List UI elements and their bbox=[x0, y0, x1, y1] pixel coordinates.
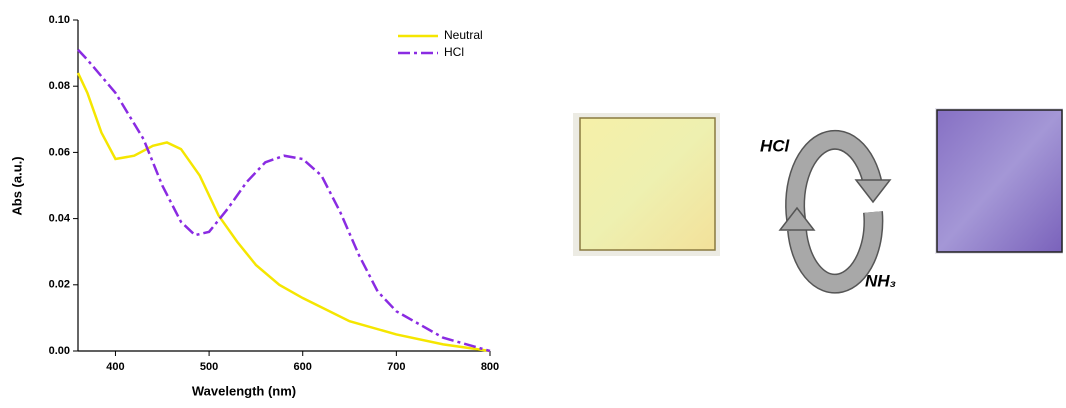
y-tick-label: 0.06 bbox=[49, 146, 70, 158]
neutral-film bbox=[579, 117, 716, 251]
y-tick-label: 0.02 bbox=[49, 279, 70, 291]
reverse-arrow bbox=[788, 211, 882, 293]
y-tick-label: 0.04 bbox=[49, 213, 71, 225]
x-tick-label: 600 bbox=[294, 361, 312, 373]
y-tick-label: 0.08 bbox=[49, 80, 70, 92]
x-tick-label: 700 bbox=[387, 361, 405, 373]
x-axis-label: Wavelength (nm) bbox=[192, 383, 296, 398]
forward-arrow bbox=[786, 131, 882, 227]
x-tick-label: 400 bbox=[106, 361, 124, 373]
forward-label: HCl bbox=[760, 136, 791, 155]
acid-film bbox=[936, 109, 1063, 253]
series-line bbox=[77, 48, 491, 353]
diagram: HCl NH₃ bbox=[573, 108, 1063, 294]
reverse-arrowhead bbox=[778, 206, 816, 231]
reverse-label: NH₃ bbox=[865, 271, 896, 290]
x-tick-label: 500 bbox=[200, 361, 218, 373]
legend-label: HCl bbox=[444, 45, 464, 59]
forward-arrowhead bbox=[854, 179, 892, 204]
series-line bbox=[76, 72, 491, 353]
legend-label: Neutral bbox=[444, 28, 483, 42]
y-tick-label: 0.00 bbox=[49, 345, 70, 357]
x-tick-label: 800 bbox=[481, 361, 499, 373]
y-axis-label: Abs (a.u.) bbox=[9, 156, 24, 215]
y-tick-label: 0.10 bbox=[49, 14, 70, 26]
